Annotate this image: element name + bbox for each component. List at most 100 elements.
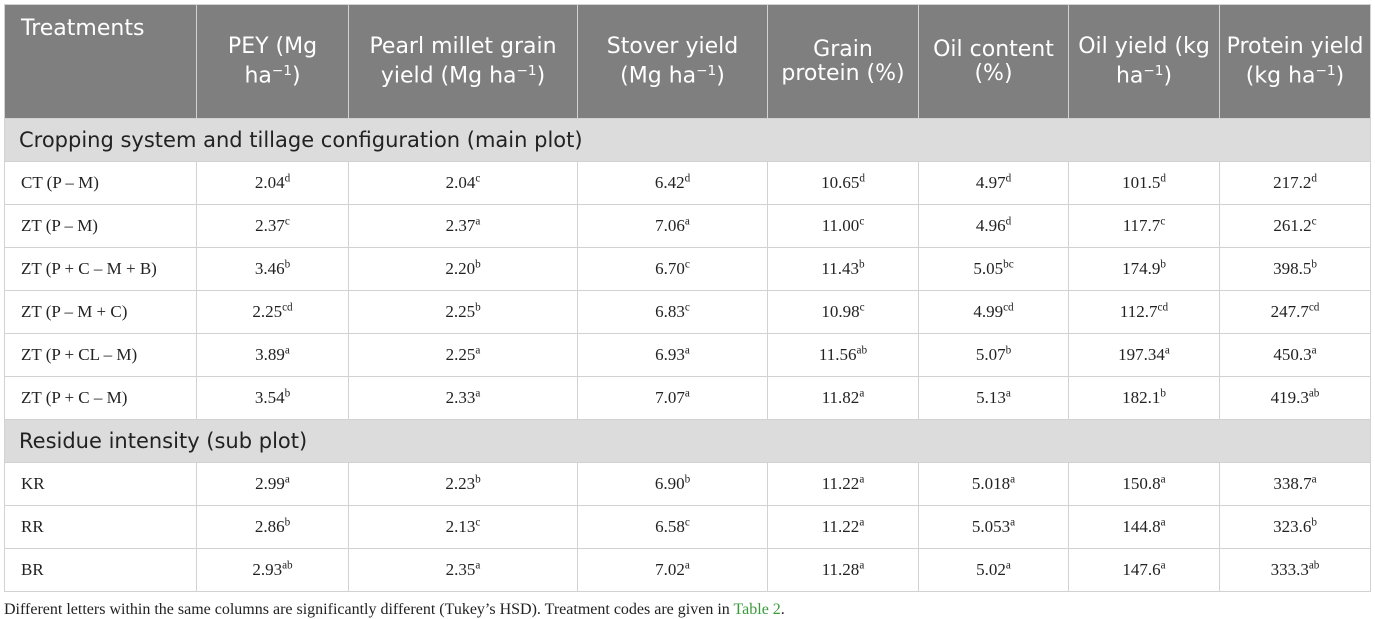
cell-value: 2.23 [445,474,476,493]
table-cell: 2.25cd [196,290,349,334]
significance-letter: c [475,516,481,529]
significance-letter: ab [1308,559,1320,572]
significance-letter: a [684,344,690,357]
table-cell: 2.20b [348,247,578,291]
table-cell: 2.04c [348,161,578,205]
significance-letter: cd [1003,301,1014,314]
significance-letter: b [1311,258,1317,271]
cell-value: 2.35 [445,560,476,579]
cell-value: 6.42 [654,173,685,192]
cell-value: 5.05 [973,259,1004,278]
table-cell: 4.97d [918,161,1069,205]
significance-letter: b [475,301,481,314]
footnote-end: . [780,601,785,618]
cell-value: 6.93 [655,345,685,364]
significance-letter: c [475,172,481,185]
cell-value: 150.8 [1122,474,1161,493]
cell-value: 333.3 [1270,560,1309,579]
table-cell: 4.99cd [918,290,1069,334]
table-cell: 11.82a [767,376,919,420]
significance-letter: b [684,473,691,486]
cell-value: 144.8 [1122,517,1161,536]
cell-value: 7.06 [655,216,685,235]
cell-value: 217.2 [1273,173,1312,192]
cell-value: 5.018 [971,474,1011,493]
table-body: Cropping system and tillage configuratio… [4,118,1371,592]
table-cell: 5.05bc [918,247,1069,291]
header-grain-yield: Pearl millet grain yield (Mg ha−1) [348,4,578,119]
table-cell: 333.3ab [1219,548,1371,592]
cell-value: 117.7 [1122,216,1161,235]
cell-value: 11.22 [821,517,860,536]
table-row: ZT (P + CL – M) 3.89a 2.25a 6.93a 11.56ab 5.0… [4,333,1371,377]
table-cell: 11.43b [767,247,919,291]
cell-value: 3.54 [254,388,285,407]
cell-value: 338.7 [1273,474,1312,493]
cell-value: 4.99 [973,302,1004,321]
row-label: ZT (P – M + C) [4,290,197,334]
header-oil-content: Oil content (%) [918,4,1069,119]
row-label: ZT (P – M) [4,204,197,248]
cell-value: 5.02 [976,560,1006,579]
significance-letter: d [859,172,865,185]
table-cell: 217.2d [1219,161,1371,205]
significance-letter: a [475,559,481,572]
table-row: CT (P – M) 2.04d 2.04c 6.42d 10.65d 4.97d 101.… [4,161,1371,205]
significance-letter: d [684,172,691,185]
header-row: Treatments PEY (Mg ha−1) Pearl millet gr… [4,4,1371,119]
significance-letter: d [1005,215,1012,228]
cell-value: 5.13 [976,388,1006,407]
significance-letter: a [284,473,290,486]
significance-letter: c [859,301,865,314]
cell-value: 4.96 [975,216,1006,235]
footnote-link-table-2[interactable]: Table 2 [733,601,781,618]
cell-value: 2.25 [252,302,283,321]
significance-letter: a [859,387,865,400]
table-cell: 182.1b [1068,376,1220,420]
cell-value: 2.25 [445,345,476,364]
cell-value: 261.2 [1273,216,1312,235]
cell-value: 2.99 [255,474,285,493]
table-cell: 101.5d [1068,161,1220,205]
cell-value: 182.1 [1122,388,1161,407]
cell-value: 6.83 [655,302,685,321]
cell-value: 450.3 [1273,345,1312,364]
table-cell: 6.83c [577,290,768,334]
table-cell: 419.3ab [1219,376,1371,420]
significance-letter: b [284,387,291,400]
cell-value: 2.37 [255,216,285,235]
significance-letter: a [1311,344,1317,357]
significance-letter: d [1005,172,1012,185]
table-cell: 323.6b [1219,505,1371,549]
table-cell: 2.93ab [196,548,349,592]
significance-letter: b [475,258,481,271]
table-cell: 6.93a [577,333,768,377]
table-footnote: Different letters within the same column… [4,601,1370,619]
table-cell: 2.37a [348,204,578,248]
table-cell: 5.053a [918,505,1069,549]
significance-letter: b [1160,387,1166,400]
results-table: Treatments PEY (Mg ha−1) Pearl millet gr… [4,4,1371,592]
significance-letter: b [284,516,291,529]
table-cell: 197.34a [1068,333,1220,377]
significance-letter: c [284,215,290,228]
table-cell: 7.07a [577,376,768,420]
significance-letter: a [859,473,865,486]
table-cell: 3.46b [196,247,349,291]
table-cell: 247.7cd [1219,290,1371,334]
table-row: ZT (P – M) 2.37c 2.37a 7.06a 11.00c 4.96d 117.… [4,204,1371,248]
table-cell: 261.2c [1219,204,1371,248]
table-cell: 2.33a [348,376,578,420]
cell-value: 247.7 [1270,302,1309,321]
table-container: Treatments PEY (Mg ha−1) Pearl millet gr… [4,4,1371,619]
table-cell: 2.86b [196,505,349,549]
table-cell: 2.35a [348,548,578,592]
row-label: CT (P – M) [4,161,197,205]
significance-letter: a [859,559,865,572]
table-row: ZT (P + C – M) 3.54b 2.33a 7.07a 11.82a 5.13a… [4,376,1371,420]
table-cell: 5.07b [918,333,1069,377]
significance-letter: a [859,516,865,529]
cell-value: 11.22 [821,474,860,493]
table-cell: 11.22a [767,505,919,549]
table-cell: 338.7a [1219,462,1371,506]
